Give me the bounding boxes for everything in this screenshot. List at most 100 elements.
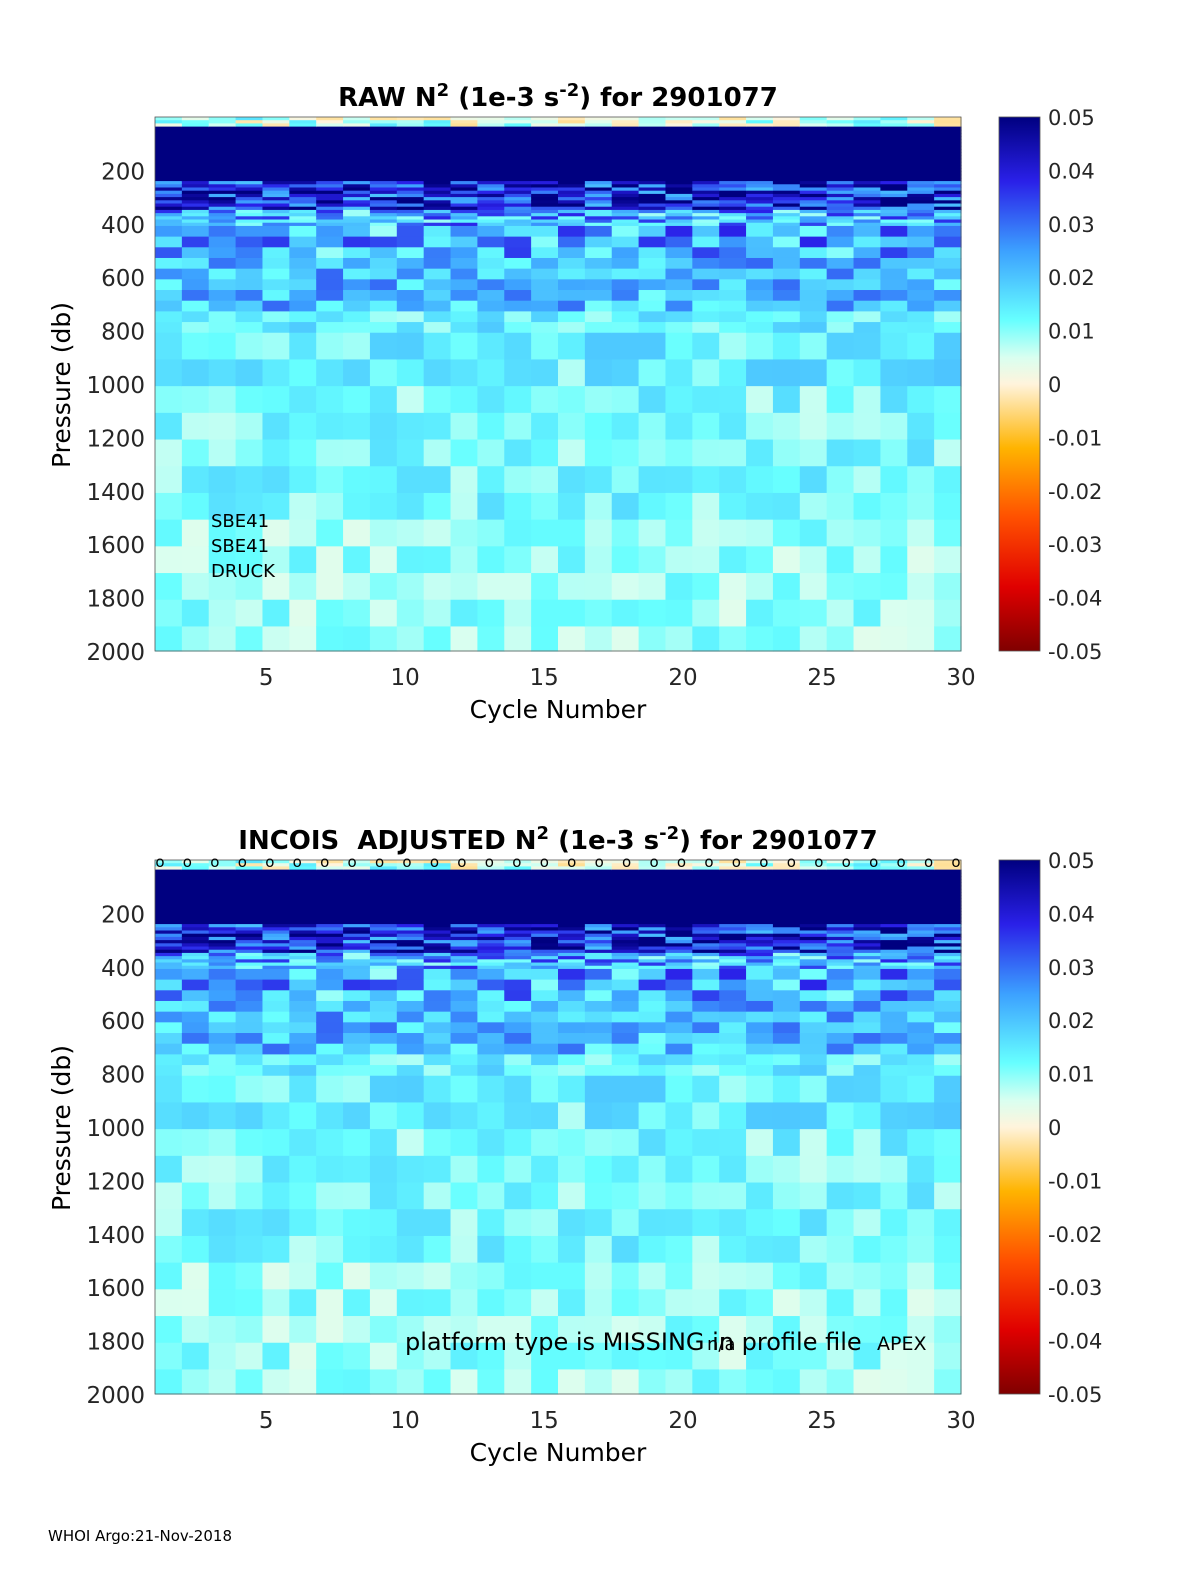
heatmap-cell	[907, 930, 935, 935]
heatmap-cell	[423, 165, 452, 169]
heatmap-cell	[934, 930, 962, 935]
heatmap-cell	[665, 933, 693, 938]
heatmap-cell	[799, 1209, 828, 1237]
heatmap-cell	[531, 177, 559, 182]
heatmap-cell	[934, 943, 962, 948]
heatmap-cell	[531, 943, 559, 948]
heatmap-cell	[396, 279, 425, 291]
heatmap-cell	[853, 332, 881, 361]
heatmap-cell	[262, 1209, 290, 1237]
heatmap-cell	[826, 174, 855, 179]
heatmap-cell	[343, 311, 371, 323]
heatmap-cell	[558, 117, 586, 121]
heatmap-cell	[907, 898, 935, 903]
heatmap-cell	[719, 209, 747, 214]
heatmap-cell	[316, 1369, 344, 1395]
heatmap-cell	[772, 914, 801, 919]
heatmap-cell	[719, 279, 747, 291]
heatmap-cell	[611, 920, 640, 925]
heatmap-cell	[799, 904, 828, 909]
heatmap-cell	[316, 155, 344, 160]
heatmap-cell	[719, 203, 747, 208]
heatmap-cell	[343, 1000, 371, 1013]
heatmap-cell	[584, 181, 613, 185]
heatmap-cell	[558, 193, 586, 198]
heatmap-cell	[799, 129, 828, 134]
heatmap-cell	[934, 1065, 962, 1077]
heatmap-cell	[907, 940, 935, 944]
heatmap-cell	[504, 1182, 532, 1210]
heatmap-cell	[369, 917, 398, 922]
heatmap-cell	[584, 136, 613, 141]
heatmap-cell	[907, 1054, 935, 1066]
heatmap-cell	[934, 236, 962, 248]
heatmap-cell	[558, 139, 586, 144]
heatmap-cell	[746, 914, 774, 919]
heatmap-cell	[826, 943, 855, 948]
heatmap-cell	[907, 168, 935, 173]
heatmap-cell	[638, 152, 667, 157]
heatmap-cell	[692, 133, 720, 137]
heatmap-cell	[907, 936, 935, 941]
heatmap-cell	[584, 872, 613, 877]
heatmap-cell	[262, 930, 290, 935]
heatmap-cell	[665, 908, 693, 912]
heatmap-cell	[934, 1022, 962, 1034]
heatmap-cell	[584, 882, 613, 887]
heatmap-cell	[558, 866, 586, 871]
heatmap-cell	[853, 279, 881, 291]
heatmap-cell	[799, 866, 828, 871]
heatmap-cell	[531, 1000, 559, 1013]
heatmap-cell	[558, 892, 586, 896]
heatmap-cell	[396, 888, 425, 893]
heatmap-cell	[746, 1262, 774, 1290]
heatmap-cell	[504, 236, 532, 248]
heatmap-cell	[208, 519, 237, 547]
heatmap-cell	[692, 1235, 720, 1264]
heatmap-cell	[450, 959, 478, 964]
heatmap-cell	[907, 901, 935, 906]
heatmap-cell	[531, 920, 559, 925]
heatmap-cell	[531, 924, 559, 928]
adjusted-x-tick: 15	[529, 1408, 558, 1434]
heatmap-cell	[316, 519, 344, 547]
heatmap-cell	[289, 885, 317, 890]
heatmap-cell	[880, 882, 908, 887]
heatmap-cell	[208, 322, 237, 334]
heatmap-cell	[584, 149, 613, 153]
heatmap-cell	[826, 197, 855, 201]
heatmap-cell	[477, 965, 505, 970]
heatmap-cell	[934, 990, 962, 1002]
heatmap-cell	[638, 300, 667, 312]
heatmap-cell	[531, 898, 559, 903]
heatmap-cell	[853, 165, 881, 169]
heatmap-cell	[934, 439, 962, 467]
heatmap-cell	[880, 126, 908, 131]
heatmap-cell	[907, 133, 935, 137]
heatmap-cell	[880, 920, 908, 925]
heatmap-cell	[558, 142, 586, 147]
heatmap-cell	[423, 1129, 452, 1157]
heatmap-cell	[396, 872, 425, 877]
heatmap-cell	[934, 863, 962, 867]
heatmap-cell	[208, 917, 237, 922]
heatmap-cell	[262, 225, 290, 238]
heatmap-cell	[262, 924, 290, 928]
heatmap-cell	[907, 1102, 935, 1130]
heatmap-cell	[907, 412, 935, 441]
heatmap-cell	[665, 904, 693, 909]
heatmap-cell	[396, 133, 425, 137]
raw-x-tick: 30	[946, 665, 975, 691]
heatmap-cell	[880, 279, 908, 291]
heatmap-cell	[826, 139, 855, 144]
raw-panel: RAW N2 (1e-3 s-2) for 2901077 200 400 60…	[47, 80, 1102, 724]
heatmap-cell	[396, 952, 425, 957]
heatmap-cell	[746, 968, 774, 981]
heatmap-cell	[208, 117, 237, 121]
heatmap-cell	[450, 895, 478, 900]
heatmap-cell	[826, 145, 855, 150]
heatmap-cell	[934, 257, 962, 270]
heatmap-cell	[369, 1235, 398, 1264]
heatmap-cell	[719, 168, 747, 173]
